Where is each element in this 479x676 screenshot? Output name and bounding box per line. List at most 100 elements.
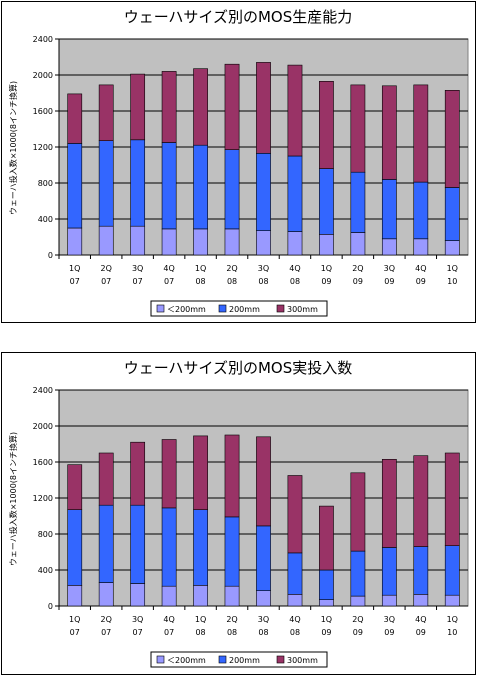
chart-capacity: ウェーハサイズ別のMOS生産能力 0 400 800 1200 1600 2000 2400… — [8, 8, 469, 317]
bar-segment — [319, 81, 334, 169]
bar-segment — [130, 225, 146, 256]
bar-segment — [350, 232, 366, 256]
x-tick-label: 1Q — [447, 264, 458, 273]
bar-segment — [161, 507, 177, 587]
bar-segment — [413, 546, 429, 595]
bar-segment — [98, 452, 114, 506]
bar-segment — [413, 181, 429, 240]
bar-segment — [67, 227, 83, 256]
bar-segment — [413, 455, 429, 547]
x-tick-label: 2Q — [352, 615, 363, 624]
bar-segment — [413, 238, 429, 256]
y-tick-label: 1200 — [33, 494, 53, 503]
x-tick-label: 3Q — [258, 615, 269, 624]
bar-segment — [350, 84, 366, 173]
bar-segment — [381, 179, 397, 240]
x-tick-label: 08 — [290, 628, 300, 637]
chart-actual-starts: ウェーハサイズ別のMOS実投入数 0 400 800 1200 1600 2000 2400… — [8, 359, 469, 668]
bar-segment — [319, 234, 334, 256]
bar-segment — [350, 595, 366, 607]
bar-segment — [287, 231, 303, 256]
x-tick-label: 2Q — [352, 264, 363, 273]
bar-segment — [67, 585, 83, 607]
x-tick-label: 09 — [321, 277, 331, 286]
bar-segment — [350, 550, 366, 597]
bar-segment — [381, 85, 397, 180]
y-axis-label: ウェーハ投入数×1000(8インチ換算) — [8, 432, 18, 566]
x-tick-label: 07 — [164, 628, 174, 637]
bar-segment — [287, 155, 303, 232]
x-tick-label: 1Q — [321, 264, 332, 273]
y-tick-label: 1600 — [33, 107, 53, 116]
x-tick-label: 4Q — [415, 264, 426, 273]
y-tick-label: 0 — [48, 251, 53, 260]
bar-segment — [319, 599, 334, 607]
y-tick-label: 800 — [38, 179, 53, 188]
y-axis-label: ウェーハ投入数×1000(8インチ換算) — [8, 81, 18, 215]
x-tick-label: 08 — [227, 277, 237, 286]
legend-swatch — [156, 655, 165, 664]
bar-segment — [256, 436, 271, 527]
bar-segment — [130, 73, 146, 141]
y-tick-label: 2000 — [33, 422, 53, 431]
bar-segment — [193, 585, 208, 607]
bar-segment — [256, 230, 271, 256]
bar-segment — [161, 228, 177, 256]
y-tick-label: 1600 — [33, 458, 53, 467]
bar-segment — [130, 139, 146, 227]
bar-segment — [287, 64, 303, 157]
bar-segment — [256, 590, 271, 607]
bar-segment — [67, 93, 83, 144]
y-tick-label: 2400 — [33, 35, 53, 44]
x-tick-label: 1Q — [69, 264, 80, 273]
x-tick-label: 2Q — [226, 615, 237, 624]
x-tick-label: 3Q — [132, 264, 143, 273]
x-tick-label: 1Q — [195, 264, 206, 273]
x-tick-label: 4Q — [415, 615, 426, 624]
bar-segment — [256, 153, 271, 232]
bar-segment — [224, 434, 240, 518]
x-tick-label: 08 — [227, 628, 237, 637]
bar-segment — [161, 142, 177, 230]
x-tick-label: 1Q — [321, 615, 332, 624]
legend: ＜200mm 200mm 300mm — [150, 300, 328, 317]
x-tick-label: 07 — [70, 628, 80, 637]
legend-swatch — [276, 304, 285, 313]
bar-segment — [444, 240, 460, 256]
bar-segment — [67, 143, 83, 229]
bar-segment — [161, 585, 177, 607]
x-tick-label: 09 — [384, 628, 394, 637]
bar-segment — [256, 525, 271, 591]
x-tick-label: 10 — [447, 277, 457, 286]
legend: ＜200mm 200mm 300mm — [150, 651, 328, 668]
bar-segment — [444, 452, 460, 546]
bar-segment — [193, 435, 208, 511]
bar-segment — [130, 504, 146, 584]
bar-segment — [161, 439, 177, 509]
x-tick-label: 08 — [290, 277, 300, 286]
bar-segment — [224, 149, 240, 230]
x-tick-label: 08 — [258, 277, 268, 286]
bar-segment — [287, 552, 303, 595]
legend-label: 300mm — [287, 305, 318, 314]
bar-segment — [381, 547, 397, 596]
bar-segment — [381, 594, 397, 607]
bar-segment — [224, 63, 240, 151]
x-tick-label: 07 — [70, 277, 80, 286]
y-tick-label: 800 — [38, 530, 53, 539]
legend-label: 200mm — [229, 656, 260, 665]
x-tick-label: 2Q — [100, 264, 111, 273]
bar-segment — [319, 569, 334, 601]
x-tick-label: 08 — [258, 628, 268, 637]
x-tick-label: 09 — [416, 628, 426, 637]
bar-segment — [287, 594, 303, 607]
x-tick-label: 4Q — [289, 264, 300, 273]
x-tick-label: 09 — [353, 277, 363, 286]
bar-segment — [319, 505, 334, 571]
legend-label: ＜200mm — [167, 656, 206, 665]
bar-segment — [444, 187, 460, 241]
chart-panel-capacity: ウェーハサイズ別のMOS生産能力 0 400 800 1200 1600 2000 2400… — [1, 1, 476, 323]
bar-segment — [444, 545, 460, 596]
bar-segment — [319, 168, 334, 235]
x-tick-label: 07 — [101, 277, 111, 286]
